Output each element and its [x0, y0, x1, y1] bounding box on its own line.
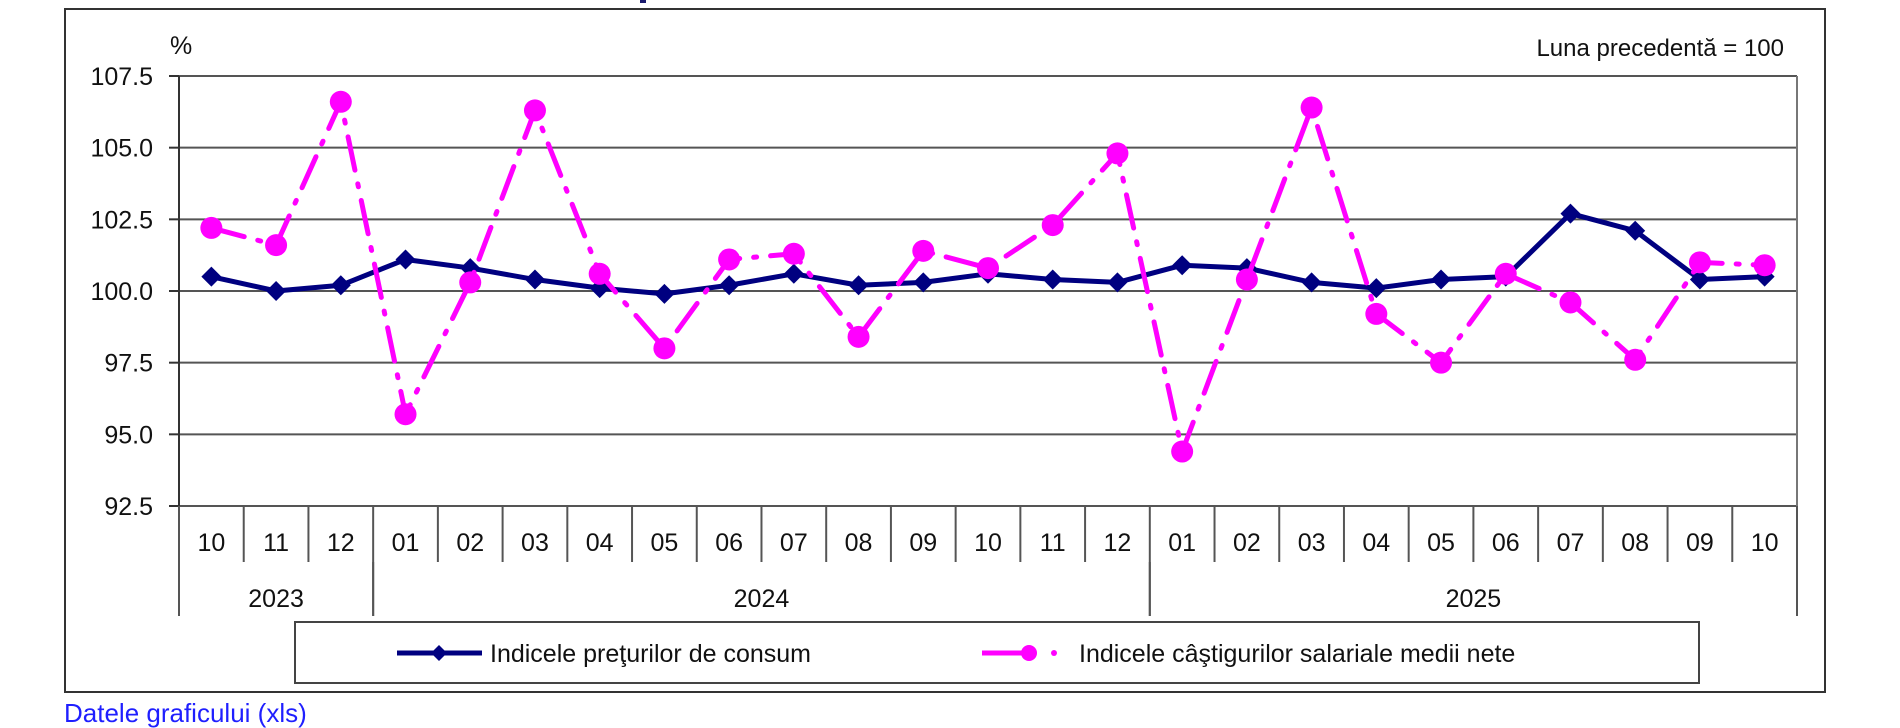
- circle-marker-icon: [1106, 142, 1129, 165]
- x-tick-label: 03: [521, 529, 549, 557]
- diamond-marker-icon: [1301, 272, 1322, 293]
- chart-data-download-link[interactable]: Datele graficului (xls): [64, 698, 307, 728]
- circle-marker-icon: [1430, 351, 1453, 374]
- x-tick-label: 10: [974, 529, 1002, 557]
- x-tick-label: 10: [197, 529, 225, 557]
- x-tick-label: 07: [780, 529, 808, 557]
- y-axis-unit-label: %: [170, 32, 192, 60]
- clipped-title-fragment: [640, 0, 646, 3]
- x-tick-label: 04: [586, 529, 614, 557]
- diamond-marker-icon: [1366, 278, 1387, 299]
- x-tick-label: 09: [909, 529, 937, 557]
- y-axis: 107.5 105.0 102.5 100.0 97.5 95.0 92.5: [90, 63, 180, 521]
- circle-marker-icon: [847, 325, 870, 348]
- x-tick-label: 08: [1621, 529, 1649, 557]
- circle-marker-icon: [588, 262, 611, 285]
- x-tick-label: 05: [1427, 529, 1455, 557]
- x-year-label: 2024: [734, 585, 790, 613]
- x-tick-label: 08: [845, 529, 873, 557]
- circle-marker-icon: [653, 337, 676, 360]
- y-tick-label: 102.5: [90, 206, 153, 234]
- x-tick-label: 02: [456, 529, 484, 557]
- circle-marker-icon: [1753, 254, 1776, 277]
- circle-marker-icon: [1688, 251, 1711, 274]
- chart-svg: % Luna precedentă = 100 107.5105.0102.51…: [90, 32, 1798, 684]
- legend-label-cpi: Indicele preţurilor de consum: [490, 640, 811, 668]
- circle-marker-icon: [1041, 214, 1064, 237]
- circle-marker-icon: [1365, 302, 1388, 325]
- diamond-marker-icon: [1560, 203, 1581, 224]
- chart-frame: % Luna precedentă = 100 107.5 105.0 102.5 1…: [64, 8, 1826, 693]
- circle-marker-icon: [1235, 268, 1258, 291]
- base-note-label: Luna precedentă = 100: [1536, 35, 1784, 62]
- x-tick-label: 01: [392, 529, 420, 557]
- x-tick-label: 05: [650, 529, 678, 557]
- diamond-marker-icon: [1431, 269, 1452, 290]
- gridlines: [179, 75, 1798, 507]
- diamond-marker-icon: [266, 281, 287, 301]
- x-tick-label: 06: [1492, 529, 1520, 557]
- legend-label-wages: Indicele câştigurilor salariale medii ne…: [1079, 640, 1515, 668]
- x-tick-label: 01: [1168, 529, 1196, 557]
- circle-marker-icon: [459, 271, 482, 294]
- circle-marker-icon: [1300, 96, 1323, 119]
- circle-marker-icon: [782, 242, 805, 265]
- x-tick-label: 10: [1751, 529, 1779, 557]
- circle-marker-icon: [977, 257, 999, 280]
- series-wages: [200, 90, 1776, 463]
- circle-marker-icon: [1171, 440, 1194, 463]
- circle-marker-icon: [718, 248, 741, 271]
- diamond-marker-icon: [654, 283, 675, 304]
- y-tick-label: 100.0: [90, 278, 153, 306]
- diamond-marker-icon: [1625, 220, 1646, 241]
- y-tick-label: 107.5: [90, 63, 153, 91]
- y-tick-label: 97.5: [104, 350, 153, 378]
- circle-marker-icon: [265, 234, 288, 257]
- circle-marker-icon: [523, 99, 546, 122]
- x-tick-label: 04: [1362, 529, 1390, 557]
- x-year-label: 2023: [248, 585, 304, 613]
- diamond-marker-icon: [431, 645, 447, 661]
- plot-series: [200, 90, 1776, 463]
- x-tick-label: 07: [1557, 529, 1585, 557]
- diamond-marker-icon: [1042, 269, 1063, 290]
- diamond-marker-icon: [524, 269, 545, 290]
- circle-marker-icon: [912, 239, 935, 262]
- circle-marker-icon: [1624, 348, 1647, 371]
- y-tick-label: 92.5: [104, 493, 153, 521]
- x-tick-label: 12: [327, 529, 355, 557]
- legend-item-cpi: Indicele preţurilor de consum: [397, 640, 811, 668]
- diamond-marker-icon: [201, 266, 222, 287]
- legend: Indicele preţurilor de consum Indicele c…: [294, 621, 1700, 684]
- circle-marker-icon: [1559, 291, 1582, 314]
- x-axis: 10 11 12 01 02 03 04 05 06 07 08 09 10 11 12 01 02 03 04 05…: [178, 506, 1798, 616]
- diamond-marker-icon: [1689, 269, 1710, 290]
- circle-marker-icon: [394, 403, 417, 426]
- diamond-marker-icon: [913, 272, 934, 293]
- x-tick-label: 12: [1104, 529, 1132, 557]
- diamond-marker-icon: [395, 249, 416, 270]
- x-tick-label: 11: [263, 529, 289, 557]
- x-tick-label: 11: [1040, 529, 1066, 557]
- circle-marker-icon: [1494, 262, 1517, 285]
- diamond-marker-icon: [1107, 272, 1128, 293]
- x-tick-label: 03: [1298, 529, 1326, 557]
- circle-marker-icon: [329, 90, 352, 113]
- x-year-label: 2025: [1446, 585, 1502, 613]
- x-tick-label: 06: [715, 529, 743, 557]
- diamond-marker-icon: [848, 275, 869, 296]
- x-tick-label: 09: [1686, 529, 1714, 557]
- y-tick-label: 105.0: [90, 135, 153, 163]
- legend-item-wages: Indicele câştigurilor salariale medii ne…: [982, 640, 1515, 668]
- diamond-marker-icon: [1172, 255, 1193, 276]
- y-tick-label: 95.0: [104, 421, 153, 449]
- circle-marker-icon: [200, 216, 223, 239]
- circle-marker-icon: [1021, 645, 1037, 661]
- diamond-marker-icon: [330, 275, 351, 296]
- x-tick-label: 02: [1233, 529, 1261, 557]
- diamond-marker-icon: [783, 263, 804, 284]
- diamond-marker-icon: [719, 275, 740, 296]
